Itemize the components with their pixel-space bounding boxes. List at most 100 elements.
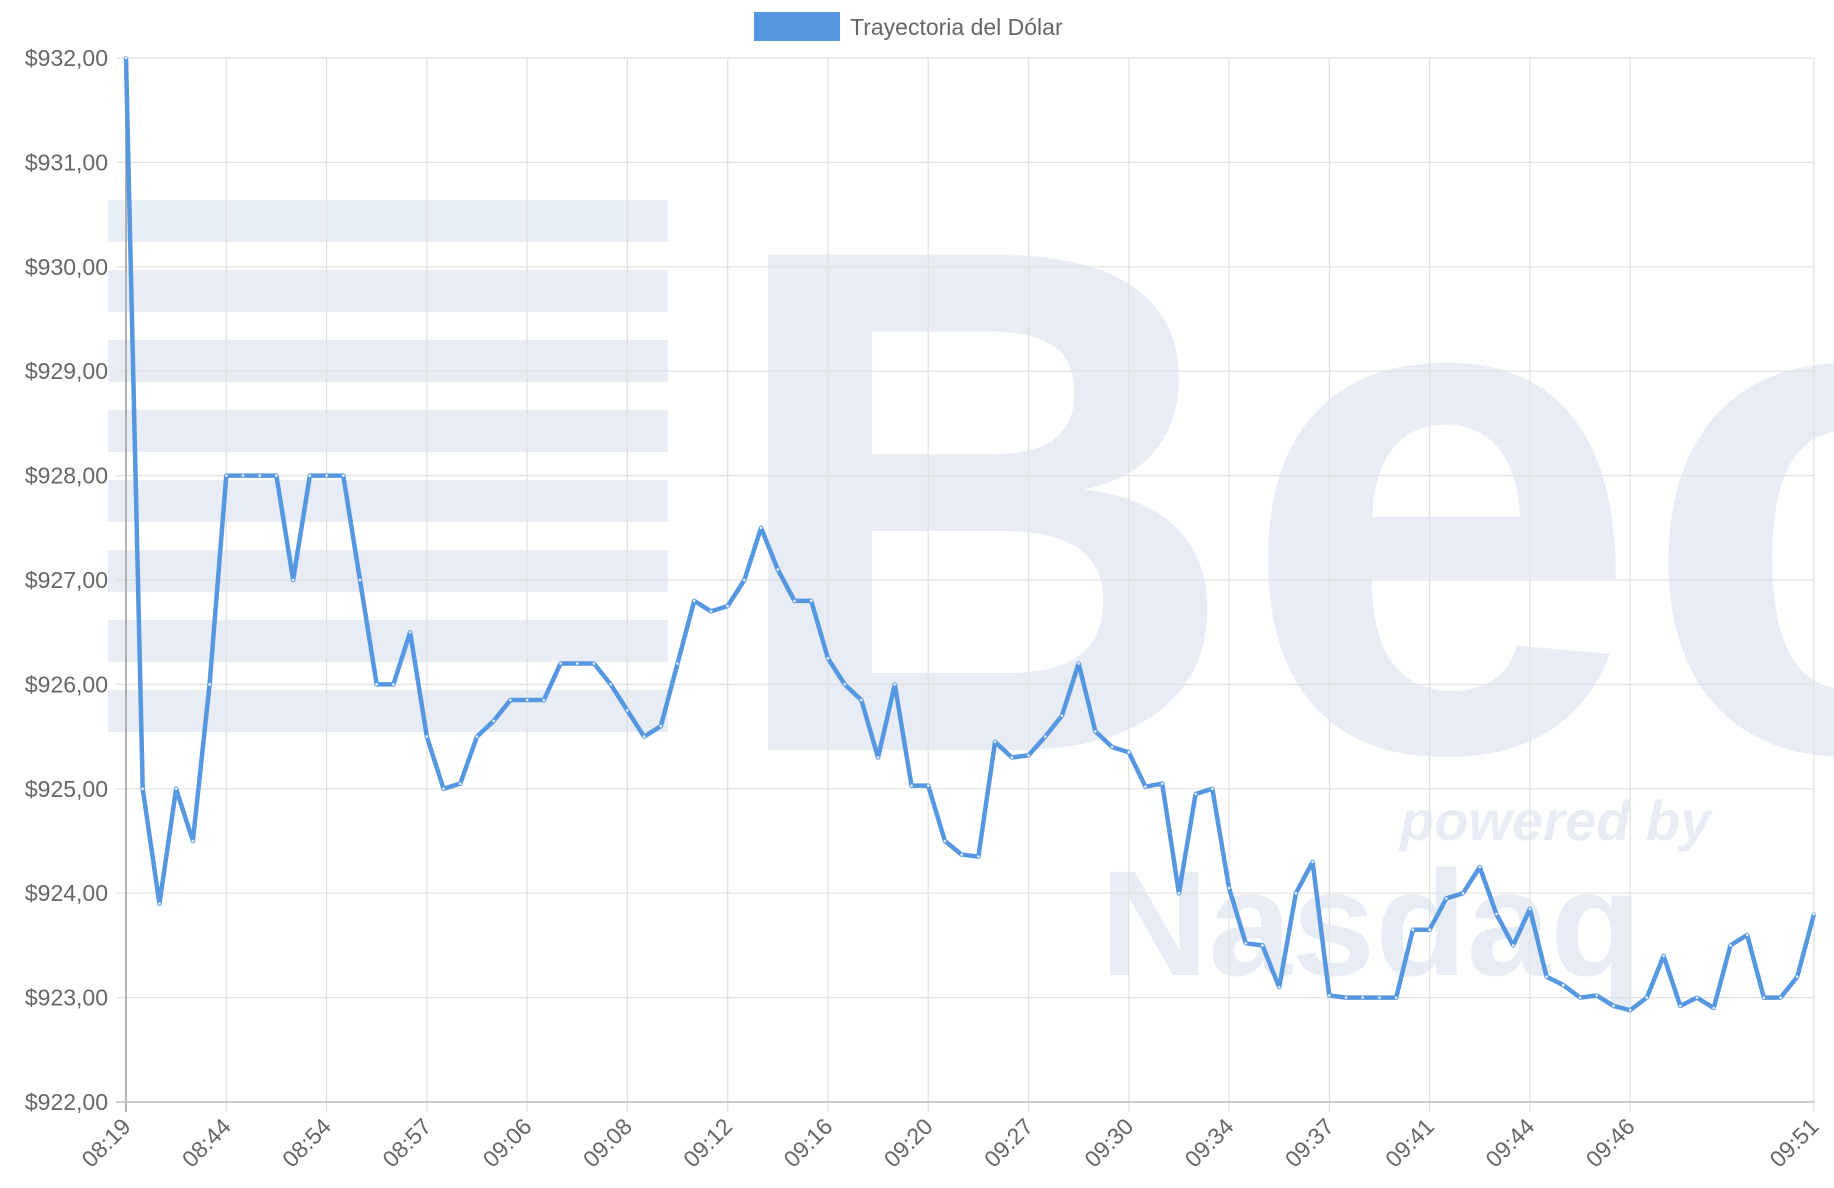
point [826, 656, 830, 661]
point [1143, 784, 1148, 789]
y-tick-label: $925,00 [25, 776, 108, 802]
point [1795, 974, 1800, 979]
point [1745, 933, 1749, 937]
point [1310, 860, 1315, 864]
point [625, 708, 630, 713]
point [1009, 755, 1014, 760]
point [1126, 750, 1131, 755]
point [692, 599, 697, 603]
point [124, 56, 128, 60]
point [1762, 995, 1766, 1000]
point [207, 682, 212, 687]
point [1193, 792, 1198, 796]
point [642, 734, 646, 739]
point [1260, 943, 1265, 948]
point [775, 567, 780, 572]
point [709, 609, 713, 614]
y-tick-label: $928,00 [25, 463, 108, 489]
watermark-stripe [108, 340, 668, 382]
y-tick-label: $932,00 [25, 45, 108, 71]
point [1661, 953, 1666, 958]
x-tick-label: 09:41 [1380, 1113, 1439, 1172]
point [274, 473, 279, 478]
point [1360, 995, 1365, 1000]
point [792, 599, 797, 603]
x-tick-label: 09:30 [1079, 1113, 1138, 1172]
point [1110, 745, 1114, 749]
point [608, 682, 613, 687]
point [926, 783, 931, 788]
point [491, 719, 496, 723]
point [558, 661, 563, 666]
point [541, 698, 546, 702]
point [1210, 786, 1215, 791]
x-tick-label: 09:06 [478, 1113, 537, 1172]
point [257, 473, 262, 478]
point [1711, 1006, 1716, 1010]
watermark-stripe [108, 410, 668, 452]
point [1645, 995, 1649, 1000]
x-tick-label: 08:44 [177, 1113, 236, 1172]
point [859, 698, 864, 702]
point [1511, 943, 1516, 948]
point [1544, 974, 1549, 979]
point [658, 724, 663, 729]
point [307, 473, 312, 478]
watermark-stripe [108, 620, 668, 662]
point [1695, 995, 1699, 1000]
point [1444, 896, 1449, 901]
point [1628, 1008, 1633, 1012]
point [458, 781, 463, 786]
x-tick-label: 09:51 [1764, 1113, 1823, 1172]
point [993, 739, 997, 744]
point [424, 734, 429, 739]
point [174, 786, 178, 791]
point [1578, 995, 1582, 1000]
point [1427, 927, 1432, 932]
point [1477, 865, 1482, 869]
x-tick-label: 09:34 [1179, 1113, 1238, 1172]
y-tick-label: $929,00 [25, 358, 108, 384]
y-tick-label: $922,00 [25, 1089, 108, 1115]
point [374, 682, 379, 687]
point [1026, 753, 1031, 758]
point [324, 473, 329, 478]
x-tick-label: 09:08 [578, 1113, 637, 1172]
point [892, 682, 897, 687]
point [1411, 927, 1415, 932]
x-tick-label: 08:19 [76, 1113, 135, 1172]
point [1294, 891, 1298, 896]
point [1076, 661, 1081, 666]
x-tick-label: 08:54 [277, 1113, 336, 1172]
point [1728, 943, 1733, 948]
watermark-stripe [108, 200, 668, 242]
point [943, 839, 947, 843]
x-tick-label: 09:27 [979, 1113, 1038, 1172]
point [575, 661, 580, 666]
point [157, 901, 162, 906]
point [224, 473, 229, 478]
point [842, 682, 847, 687]
point [1812, 912, 1816, 916]
point [909, 783, 914, 788]
watermark-stripe [108, 690, 668, 732]
point [876, 755, 880, 760]
point [1611, 1004, 1616, 1008]
point [1528, 907, 1532, 911]
x-tick-label: 09:44 [1480, 1113, 1539, 1172]
point [1277, 985, 1282, 990]
y-tick-label: $927,00 [25, 567, 108, 593]
point [391, 682, 396, 687]
point [1461, 891, 1465, 896]
point [1243, 941, 1248, 946]
point [809, 599, 814, 603]
point [1678, 1004, 1683, 1008]
point [742, 578, 747, 582]
point [1377, 995, 1382, 1000]
point [1327, 993, 1332, 998]
point [475, 734, 479, 739]
point [592, 661, 596, 666]
